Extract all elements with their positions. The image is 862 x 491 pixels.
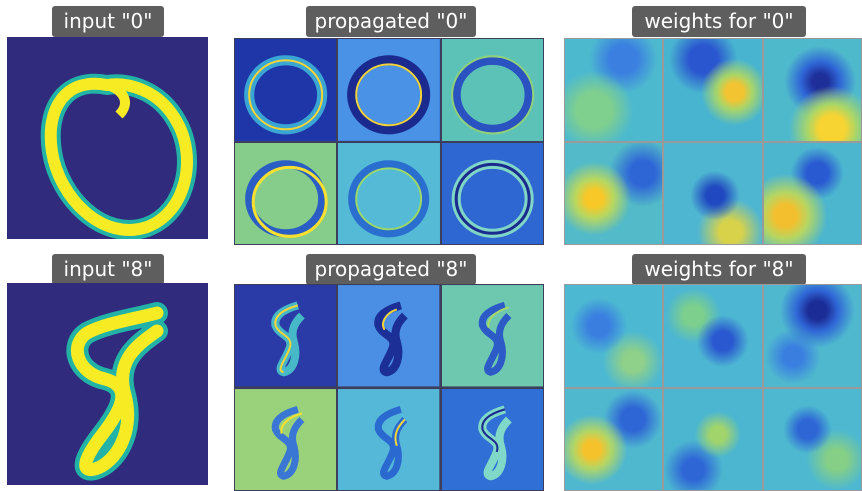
input-8-image [7, 283, 208, 485]
propagated-8-tile [441, 285, 543, 387]
weights-0-tile [664, 39, 762, 141]
input-0-image [7, 37, 208, 239]
weights-8-tile [664, 285, 762, 387]
propagated-0-tile [338, 39, 440, 141]
weights-8-tile [565, 388, 663, 490]
input-0-label: input "0" [52, 6, 164, 37]
propagated-8-tile [235, 388, 337, 491]
weights-0-tile [763, 142, 861, 244]
weights-0-grid [564, 38, 862, 245]
weights-0-tile [763, 39, 861, 141]
propagated-8-label: propagated "8" [306, 254, 476, 285]
propagated-8-grid [234, 284, 544, 491]
propagated-0-tile [441, 142, 543, 244]
propagated-8-tile [235, 285, 337, 387]
weights-8-label: weights for "8" [632, 254, 806, 285]
propagated-0-tile [338, 142, 440, 244]
weights-0-tile [664, 142, 762, 244]
propagated-8-tile [441, 388, 543, 491]
propagated-0-tile [235, 39, 337, 141]
propagated-8-tile [338, 285, 440, 387]
propagated-0-label: propagated "0" [306, 6, 476, 37]
weights-0-tile [565, 39, 663, 141]
weights-0-label: weights for "0" [632, 6, 806, 37]
weights-8-tile [565, 285, 663, 387]
weights-8-grid [564, 284, 862, 491]
weights-8-tile [763, 388, 861, 490]
input-8-label: input "8" [52, 254, 164, 285]
weights-0-tile [565, 142, 663, 244]
propagated-0-grid [234, 38, 544, 245]
propagated-0-tile [441, 39, 543, 141]
propagated-8-tile [338, 388, 440, 491]
weights-8-tile [763, 285, 861, 387]
weights-8-tile [664, 388, 762, 490]
propagated-0-tile [235, 142, 337, 244]
